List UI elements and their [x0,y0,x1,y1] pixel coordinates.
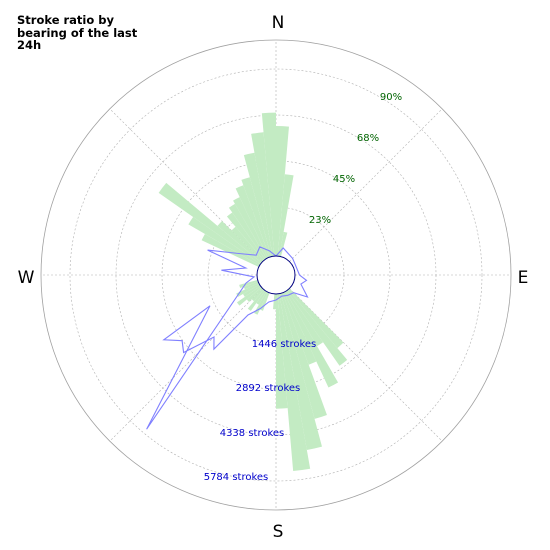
ratio-bar [276,293,288,409]
ratio-tick-label: 68% [357,133,379,144]
labels-layer: N E S W 23% 45% 68% 90% 1446 strokes 289… [18,13,529,542]
ratio-bar [251,132,275,257]
ratio-bar [233,197,268,259]
ratio-bar [236,285,262,306]
ratio-bar [277,293,311,472]
count-tick-label: 2892 strokes [236,383,301,394]
ratio-bar [259,292,270,311]
ratio-bar [242,284,261,297]
ratio-bar [254,291,268,315]
ratio-bar [277,174,294,257]
ratio-bar [247,289,266,311]
ratio-bar [228,203,267,260]
ratio-bar [261,112,276,257]
ratio-bar [243,152,273,257]
ratio-bar [276,126,289,257]
ratio-bar [251,288,264,302]
direction-label-e: E [518,268,529,288]
ratio-tick-label: 90% [380,92,402,103]
ratio-bar [158,182,262,265]
ratio-tick-label: 23% [309,215,331,226]
direction-label-n: N [272,13,285,33]
ratio-tick-label: 45% [333,174,355,185]
direction-label-w: W [18,268,35,288]
ratio-bars [158,112,348,472]
ratio-bar [241,177,272,258]
ratio-bar [226,212,266,261]
center-hole [256,255,296,295]
stroke-count-layer [146,246,309,430]
grid-spoke [109,288,263,442]
ratio-bar [280,292,327,419]
direction-label-s: S [273,522,284,542]
stroke-count-line [146,246,309,430]
outer-ring [40,39,512,511]
ratio-bar [282,292,317,365]
count-tick-label: 4338 strokes [220,428,285,439]
ratio-bar [286,289,348,366]
ratio-bar [201,233,260,267]
ratio-bar [285,290,324,347]
ratio-bar [279,293,322,450]
grid-ring [69,68,483,482]
ratio-bar [273,293,276,310]
ratio-bar [256,290,267,305]
ratio-bar [284,291,339,388]
ratio-bar [231,226,264,262]
ratio-bar [288,288,344,349]
ratio-bar [246,287,263,302]
ratio-bar [236,283,260,297]
count-tick-label: 5784 strokes [204,472,269,483]
ratio-bar [217,221,263,263]
ratio-bar [235,185,270,258]
chart-title: Stroke ratio by bearing of the last 24h [17,13,138,52]
ratio-bar [243,281,259,290]
grid-spoke [289,108,443,262]
count-tick-label: 1446 strokes [252,339,317,350]
